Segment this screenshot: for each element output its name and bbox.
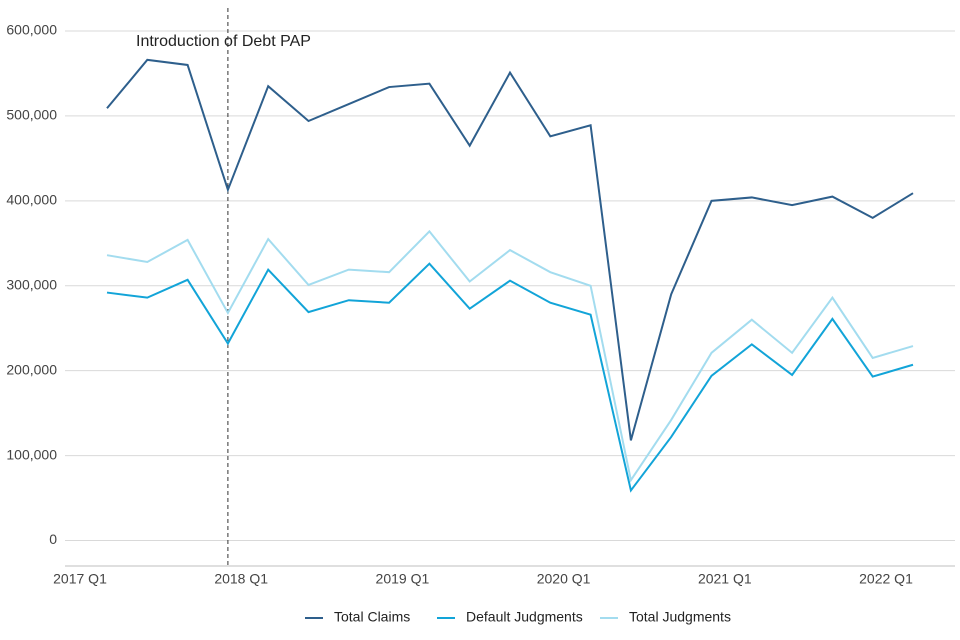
x-tick-label: 2021 Q1 bbox=[698, 571, 752, 587]
x-tick-label: 2019 Q1 bbox=[376, 571, 430, 587]
line bbox=[106, 58, 914, 441]
y-tick-label: 400,000 bbox=[6, 192, 57, 208]
x-tick-label: 2020 Q1 bbox=[537, 571, 591, 587]
x-tick-label: 2018 Q1 bbox=[214, 571, 268, 587]
y-tick-label: 200,000 bbox=[6, 361, 57, 377]
legend-label: Total Judgments bbox=[629, 609, 731, 625]
x-tick-label: 2022 Q1 bbox=[859, 571, 913, 587]
legend-label: Total Claims bbox=[334, 609, 410, 625]
legend-label: Default Judgments bbox=[466, 609, 583, 625]
y-tick-label: 0 bbox=[49, 531, 57, 547]
y-tick-label: 500,000 bbox=[6, 107, 57, 123]
line bbox=[106, 229, 914, 483]
y-tick-label: 600,000 bbox=[6, 22, 57, 38]
x-tick-label: 2017 Q1 bbox=[53, 571, 107, 587]
annotation: Introduction of Debt PAP bbox=[136, 33, 311, 50]
y-tick-label: 300,000 bbox=[6, 276, 57, 292]
line bbox=[106, 262, 914, 493]
y-tick-label: 100,000 bbox=[6, 446, 57, 462]
